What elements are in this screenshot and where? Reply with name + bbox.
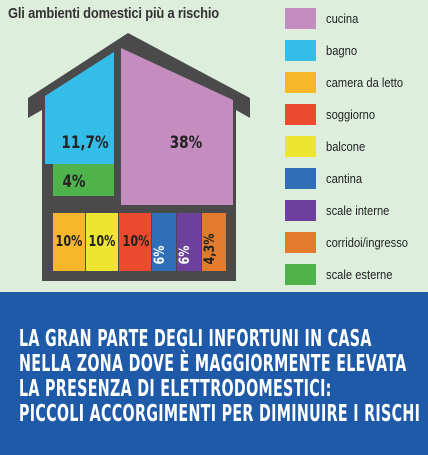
legend-label: cantina [326,171,363,186]
legend-label: scale esterne [326,267,393,282]
house-chart: 11,7% 38% 4% 10% 10% 10% 6% 6% 4,3% [28,33,250,281]
headline-line: LA GRAN PARTE DEGLI INFORTUNI IN CASA [19,326,372,352]
segment-balcone [86,213,118,271]
label-scale-esterne: 4% [62,172,85,192]
legend-label: soggiorno [326,107,376,122]
segment-scale-esterne [53,164,114,196]
label-cucina: 38% [170,133,203,153]
label-corridoi: 4,3% [201,233,218,264]
legend-item-bagno: bagno [285,40,428,64]
segment-corridoi [202,213,226,271]
segment-soggiorno [119,213,151,271]
legend-swatch [285,168,316,189]
legend-label: cucina [326,11,359,26]
legend-swatch [285,40,316,61]
segment-camera-da-letto [53,213,85,271]
legend-swatch [285,104,316,125]
label-cantina: 6% [151,245,168,264]
segment-cantina [152,213,176,271]
legend-item-soggiorno: soggiorno [285,104,428,128]
legend-swatch [285,136,316,157]
legend-label: balcone [326,139,366,154]
chart-title: Gli ambienti domestici più a rischio [8,5,220,22]
headline-line: LA PRESENZA DI ELETTRODOMESTICI: [19,376,332,402]
headline-line: PICCOLI ACCORGIMENTI PER DIMINUIRE I RIS… [19,401,421,427]
segment-scale-interne [177,213,201,271]
legend-item-camera-da-letto: camera da letto [285,72,428,96]
legend-item-cantina: cantina [285,168,428,192]
legend-item-scale-esterne: scale esterne [285,264,428,288]
legend-swatch [285,72,316,93]
segment-bagno [45,43,128,164]
legend-item-corridoi: corridoi/ingresso [285,232,428,256]
label-camera-da-letto: 10% [56,234,83,251]
label-bagno: 11,7% [61,133,108,153]
legend-swatch [285,200,316,221]
legend-swatch [285,232,316,253]
legend-swatch [285,8,316,29]
legend-item-balcone: balcone [285,136,428,160]
label-scale-interne: 6% [176,245,193,264]
headline-banner: LA GRAN PARTE DEGLI INFORTUNI IN CASA NE… [0,292,428,455]
headline-line: NELLA ZONA DOVE È MAGGIORMENTE ELEVATA [19,351,407,377]
legend-item-cucina: cucina [285,8,428,32]
segment-cucina [121,48,233,205]
legend-label: scale interne [326,203,390,218]
legend-label: camera da letto [326,75,404,90]
label-soggiorno: 10% [123,234,150,251]
legend-label: corridoi/ingresso [326,235,409,250]
label-balcone: 10% [89,234,116,251]
legend-item-scale-interne: scale interne [285,200,428,224]
legend-label: bagno [326,43,358,58]
legend-swatch [285,264,316,285]
